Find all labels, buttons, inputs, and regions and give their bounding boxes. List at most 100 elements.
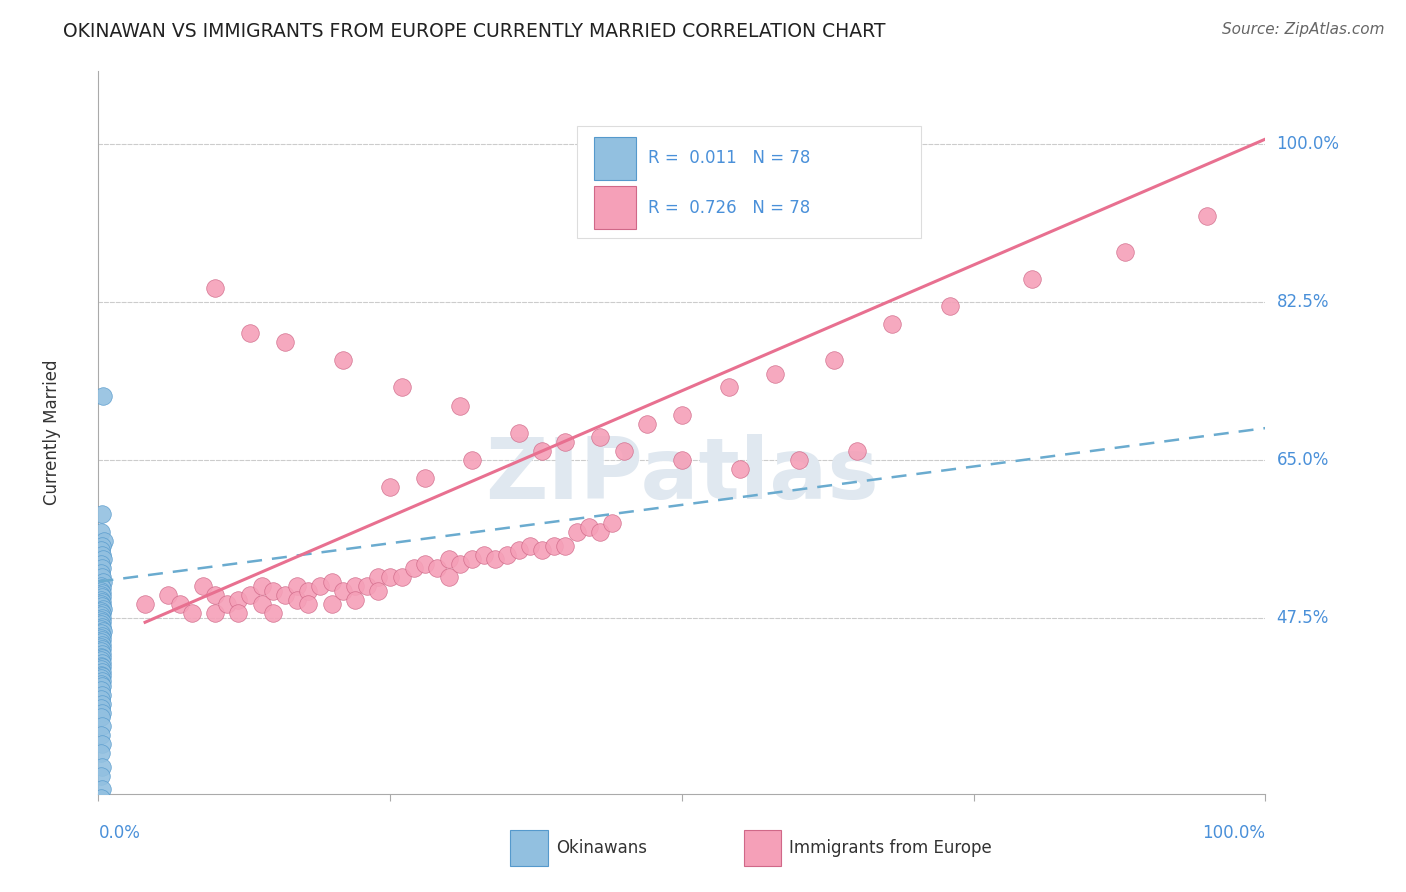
Point: [90, 665, 112, 679]
Point: [90, 622, 112, 636]
Point: [90, 561, 112, 575]
Point: [671, 452, 693, 467]
Point: [204, 281, 226, 295]
Text: Immigrants from Europe: Immigrants from Europe: [789, 839, 993, 857]
Point: [90, 658, 112, 673]
Point: [274, 335, 297, 350]
Text: Okinawans: Okinawans: [555, 839, 647, 857]
Point: [90, 588, 112, 602]
Point: [461, 552, 484, 566]
Point: [90, 557, 112, 571]
Point: [90, 737, 112, 751]
Point: [90, 615, 112, 630]
Point: [508, 425, 530, 440]
Text: R =  0.726   N = 78: R = 0.726 N = 78: [648, 199, 810, 217]
Point: [204, 607, 226, 621]
Point: [91, 552, 114, 566]
Point: [344, 579, 367, 593]
Point: [90, 613, 112, 627]
Text: R =  0.011   N = 78: R = 0.011 N = 78: [648, 150, 810, 168]
FancyBboxPatch shape: [576, 126, 921, 237]
Point: [91, 574, 114, 589]
Point: [543, 539, 565, 553]
Text: Source: ZipAtlas.com: Source: ZipAtlas.com: [1222, 22, 1385, 37]
Text: OKINAWAN VS IMMIGRANTS FROM EUROPE CURRENTLY MARRIED CORRELATION CHART: OKINAWAN VS IMMIGRANTS FROM EUROPE CURRE…: [63, 22, 886, 41]
Point: [880, 317, 903, 331]
Point: [90, 631, 112, 645]
Point: [90, 746, 112, 760]
Point: [90, 647, 112, 661]
Point: [90, 671, 112, 685]
Point: [730, 462, 752, 476]
Point: [356, 579, 378, 593]
Point: [90, 669, 112, 683]
Point: [367, 583, 389, 598]
Point: [90, 581, 112, 595]
Point: [91, 601, 114, 615]
Point: [461, 452, 484, 467]
Point: [90, 710, 112, 724]
Point: [90, 638, 112, 652]
Point: [578, 520, 600, 534]
Point: [90, 633, 112, 648]
Point: [380, 480, 402, 494]
Point: [90, 642, 112, 657]
Point: [1114, 244, 1136, 259]
Point: [90, 640, 112, 654]
Point: [250, 579, 273, 593]
Point: [90, 814, 112, 828]
Point: [90, 676, 112, 690]
Point: [90, 586, 112, 600]
Point: [391, 570, 413, 584]
Point: [565, 524, 588, 539]
Point: [90, 850, 112, 864]
Point: [437, 552, 460, 566]
Point: [1195, 209, 1218, 223]
Point: [321, 574, 343, 589]
FancyBboxPatch shape: [595, 186, 637, 229]
Point: [169, 597, 191, 611]
Point: [413, 471, 436, 485]
Point: [508, 543, 530, 558]
Text: 100.0%: 100.0%: [1202, 824, 1265, 842]
Point: [90, 837, 112, 851]
Point: [90, 706, 112, 720]
Point: [90, 662, 112, 676]
Point: [90, 828, 112, 842]
Point: [239, 588, 262, 602]
Point: [250, 597, 273, 611]
Point: [519, 539, 541, 553]
Point: [285, 592, 308, 607]
Point: [90, 620, 112, 634]
Point: [90, 678, 112, 692]
Point: [823, 353, 845, 368]
Point: [274, 588, 297, 602]
Point: [90, 607, 112, 621]
Point: [228, 592, 250, 607]
Text: 65.0%: 65.0%: [1277, 450, 1329, 468]
Point: [262, 583, 284, 598]
Point: [530, 543, 553, 558]
Point: [90, 608, 112, 623]
Point: [90, 683, 112, 698]
Point: [90, 590, 112, 604]
Point: [846, 443, 869, 458]
Point: [380, 570, 402, 584]
Point: [484, 552, 506, 566]
Point: [90, 653, 112, 667]
Point: [589, 524, 612, 539]
Point: [636, 417, 658, 431]
FancyBboxPatch shape: [510, 830, 548, 866]
Point: [449, 399, 471, 413]
Point: [228, 607, 250, 621]
Text: 47.5%: 47.5%: [1277, 608, 1329, 627]
Point: [193, 579, 215, 593]
Point: [321, 597, 343, 611]
Point: [91, 390, 114, 404]
Point: [391, 380, 413, 394]
Point: [93, 533, 115, 548]
Point: [157, 588, 180, 602]
Point: [90, 579, 112, 593]
Point: [554, 434, 576, 449]
Text: 100.0%: 100.0%: [1277, 135, 1340, 153]
